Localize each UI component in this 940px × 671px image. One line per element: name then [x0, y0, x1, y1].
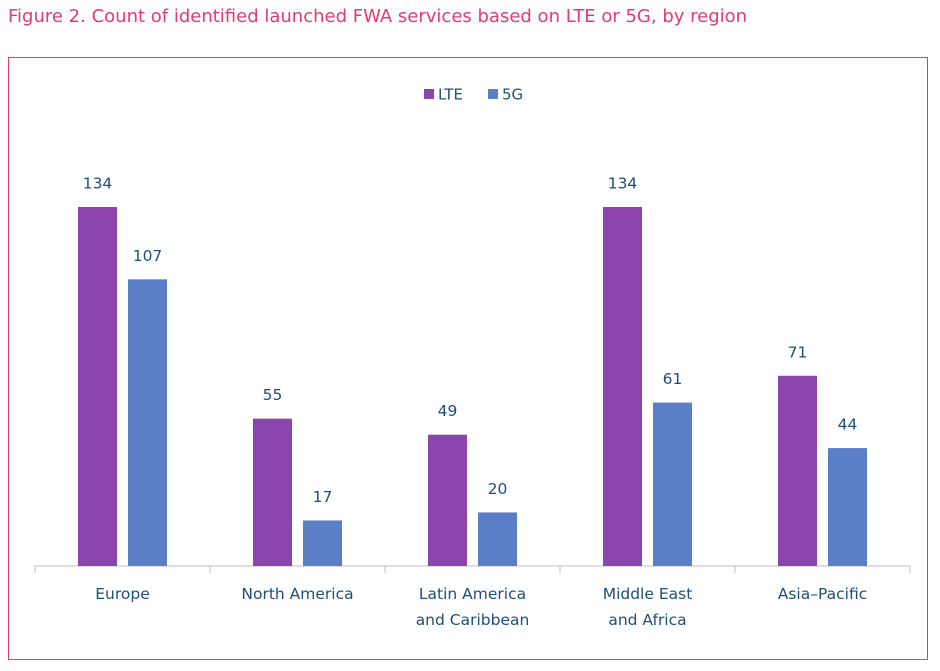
bar [428, 434, 467, 566]
data-label: 44 [838, 416, 858, 434]
x-tick-label: Latin America and Caribbean [415, 585, 530, 629]
x-tick-label: Asia–Pacific [777, 585, 868, 603]
legend-label: 5G [502, 86, 523, 104]
chart-title: Figure 2. Count of identified launched F… [8, 6, 748, 27]
bar [478, 512, 517, 566]
data-label: 55 [263, 386, 283, 404]
data-label: 134 [608, 175, 638, 193]
x-tick-label: Europe [95, 585, 150, 603]
bar [603, 207, 642, 566]
data-label: 107 [133, 247, 163, 265]
data-label: 134 [83, 175, 113, 193]
data-label: 20 [488, 480, 508, 498]
data-label: 71 [788, 343, 808, 361]
bar [653, 402, 692, 566]
bar [778, 375, 817, 566]
bar [303, 520, 342, 566]
x-tick-label: Middle East and Africa [602, 585, 693, 629]
data-label: 61 [663, 370, 683, 388]
data-label: 49 [438, 402, 458, 420]
bar [828, 448, 867, 566]
bar [78, 207, 117, 566]
x-tick-label: North America [241, 585, 354, 603]
data-label: 17 [313, 488, 333, 506]
bar [253, 418, 292, 566]
bar [128, 279, 167, 566]
legend-swatch [488, 89, 498, 99]
legend-label: LTE [438, 86, 463, 104]
legend-swatch [424, 89, 434, 99]
chart-frame [8, 57, 928, 660]
